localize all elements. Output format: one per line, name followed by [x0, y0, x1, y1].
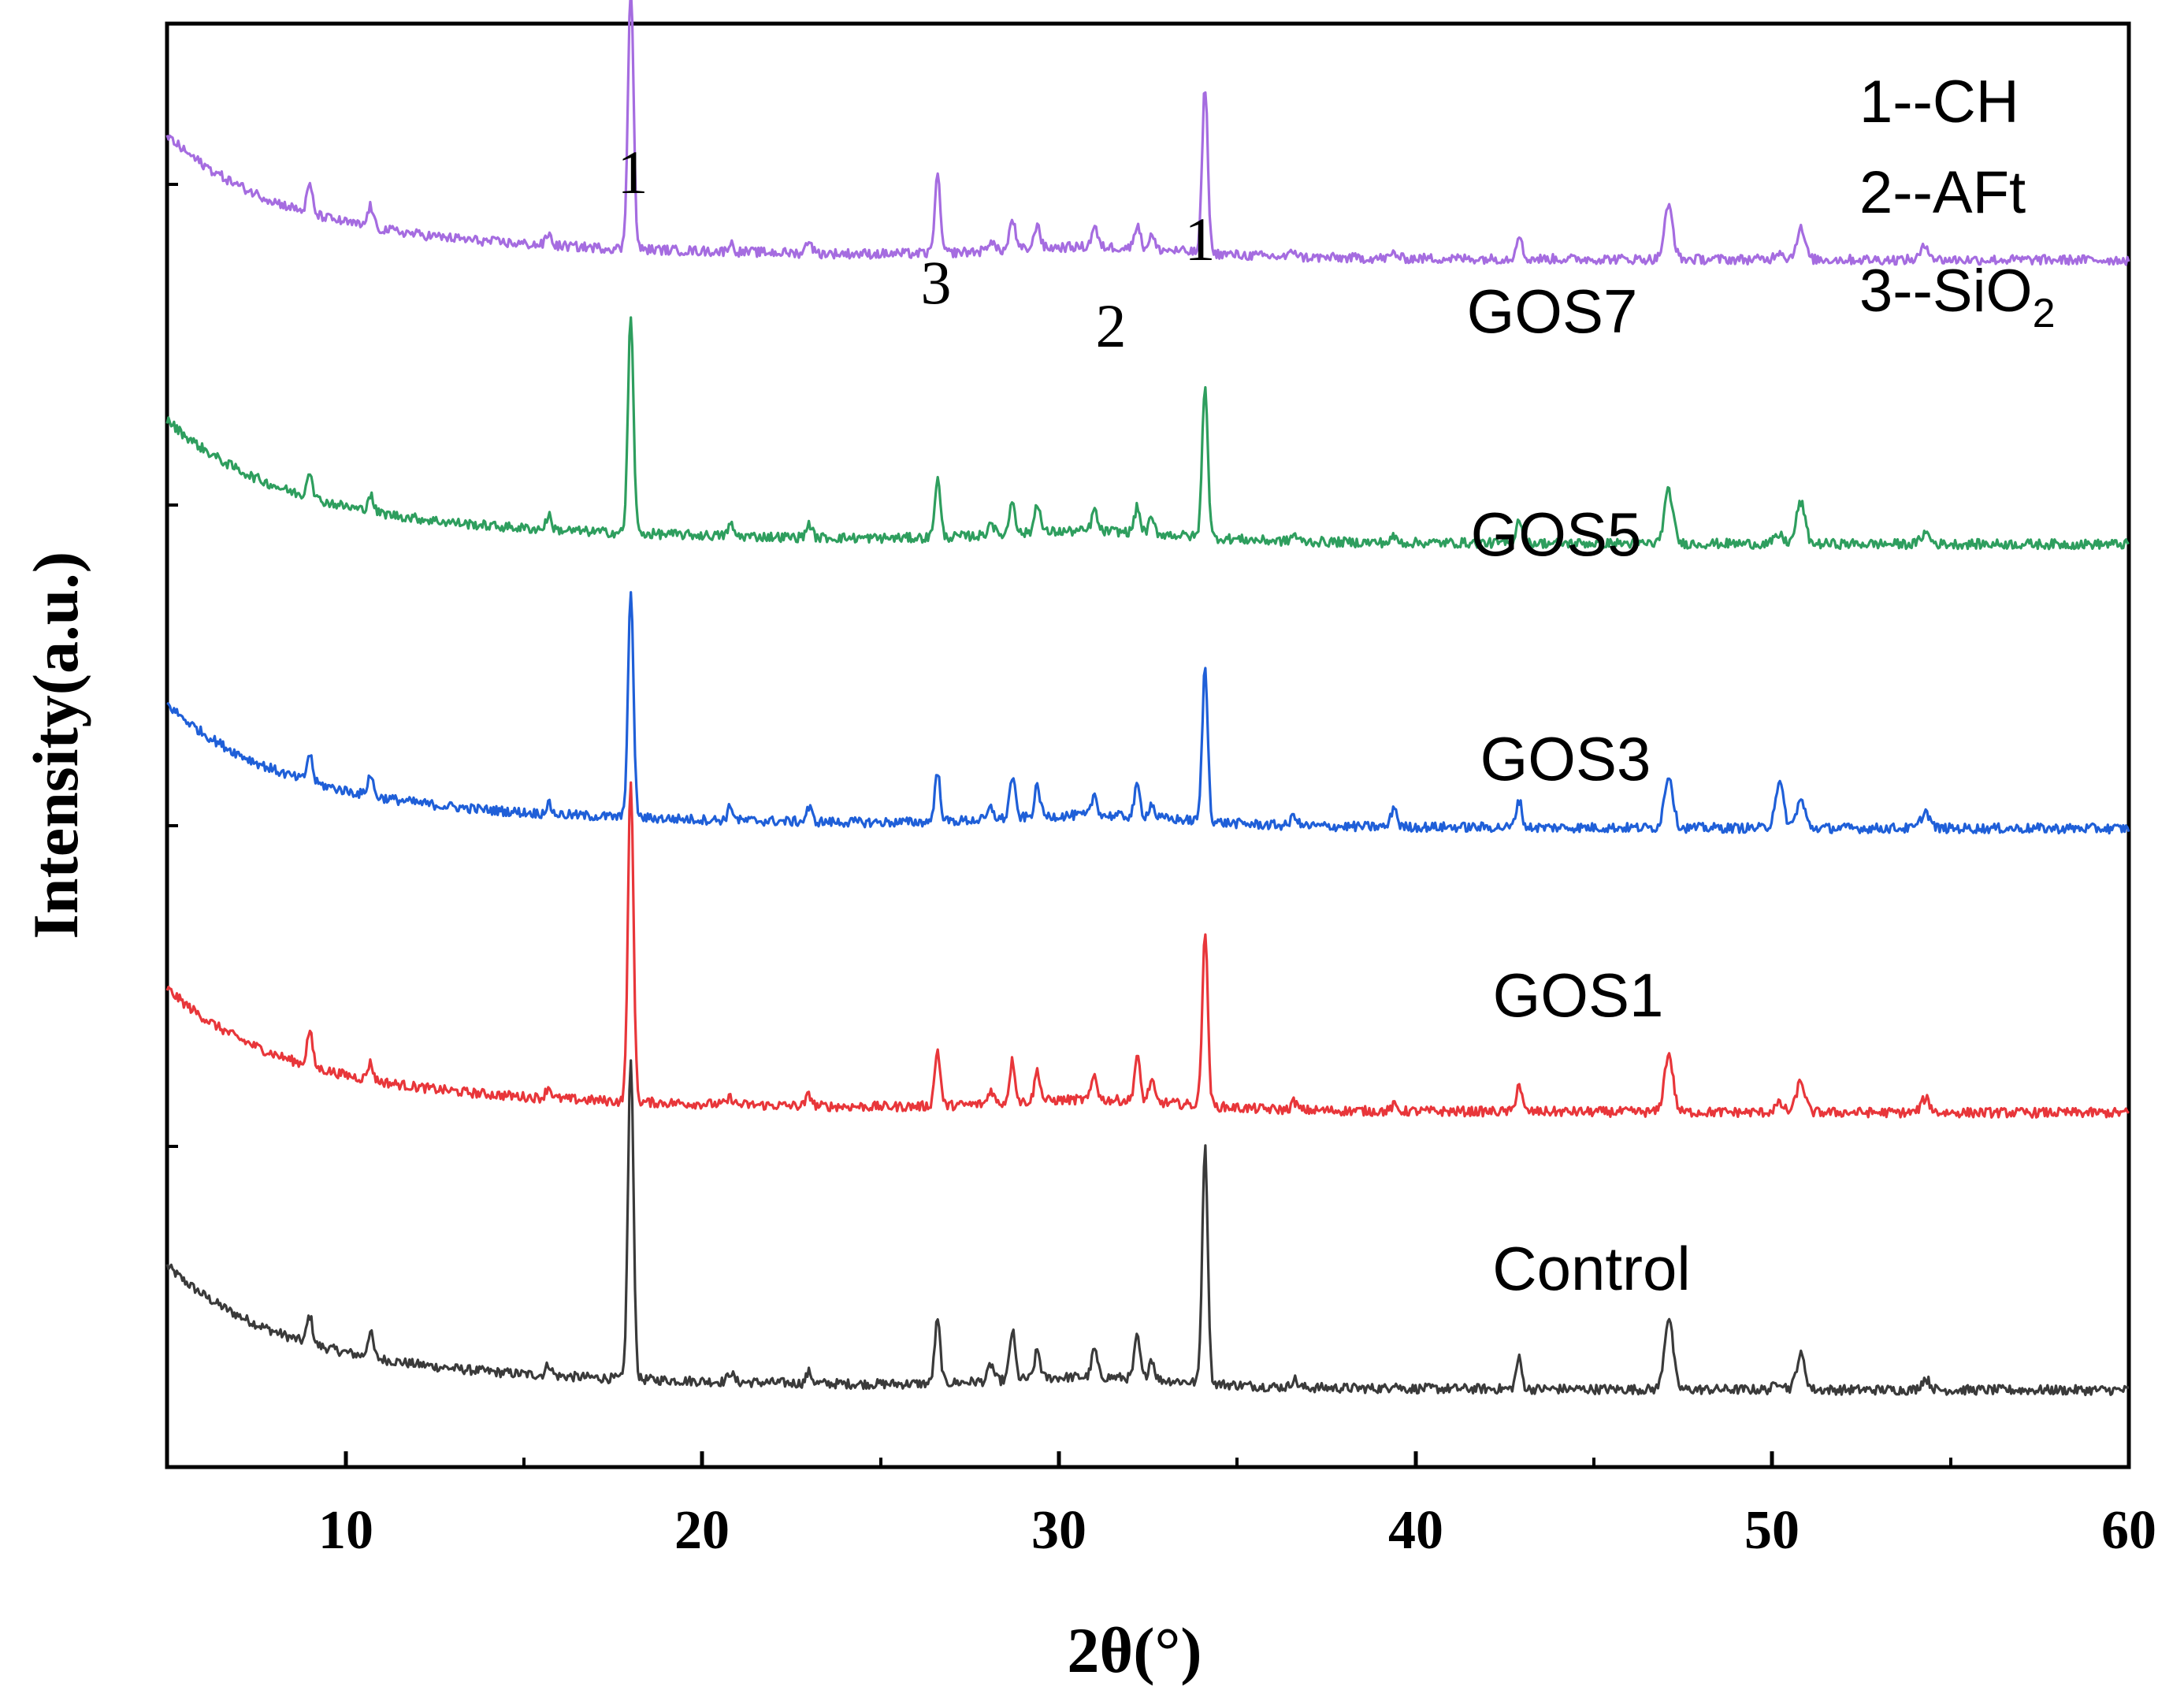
legend-entry-aft: 2--AFt	[1859, 159, 2026, 226]
legend-entry-sio2: 3--SiO2	[1859, 258, 2056, 336]
series-label-gos3: GOS3	[1480, 724, 1651, 793]
x-major-ticks	[344, 1451, 2131, 1467]
legend-entry-ch: 1--CH	[1859, 69, 2019, 136]
y-axis-title: Intensity(a.u.)	[20, 552, 91, 939]
series-line-gos5	[165, 316, 2130, 551]
x-tick-label-60: 60	[2101, 1500, 2156, 1561]
plot-frame	[165, 21, 2131, 1469]
y-ticks	[167, 183, 178, 1148]
x-tick-label-40: 40	[1388, 1500, 1443, 1561]
phase-legend: 1--CH 2--AFt 3--SiO2	[1859, 69, 2056, 336]
series-line-gos7	[165, 0, 2130, 266]
x-axis-title: 2θ(°)	[1067, 1614, 1202, 1686]
series-label-gos1: GOS1	[1493, 960, 1664, 1030]
x-tick-label-30: 30	[1031, 1500, 1086, 1561]
legend-entry-sio2-main: 3--SiO	[1859, 258, 2033, 325]
series-label-gos5: GOS5	[1471, 500, 1642, 569]
legend-entry-sio2-subscript: 2	[2033, 291, 2056, 336]
series-line-gos3	[166, 591, 2130, 835]
peak-annotation-ch-34: 1	[1185, 205, 1216, 273]
peak-annotation-ch-18: 1	[618, 138, 648, 206]
x-tick-label-50: 50	[1744, 1500, 1800, 1561]
x-tick-label-20: 20	[674, 1500, 730, 1561]
x-tick-label-10: 10	[318, 1500, 373, 1561]
peak-annotation-aft-31: 2	[1096, 292, 1127, 360]
series-label-control: Control	[1492, 1234, 1690, 1303]
series-traces	[165, 0, 2130, 1397]
peak-annotation-sio2-26: 3	[921, 248, 952, 317]
series-line-control	[165, 1059, 2129, 1397]
series-label-gos7: GOS7	[1467, 277, 1638, 346]
series-line-gos1	[165, 781, 2130, 1119]
x-tick-labels: 10 20 30 40 50 60	[318, 1500, 2156, 1561]
x-minor-ticks	[522, 1458, 1952, 1467]
